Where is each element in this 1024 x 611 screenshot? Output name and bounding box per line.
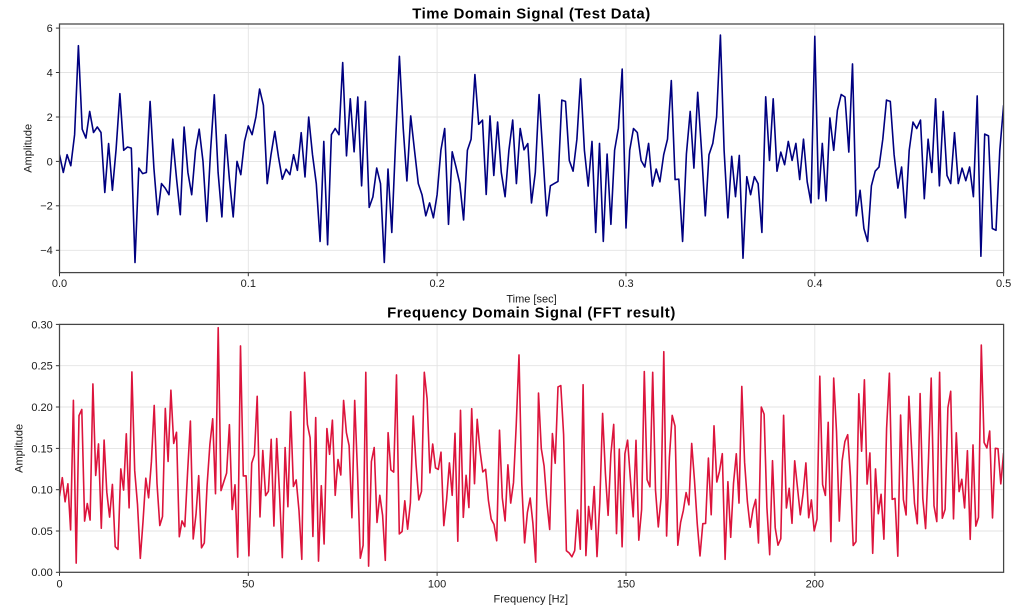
svg-text:0: 0 [56, 578, 62, 590]
svg-text:0.3: 0.3 [618, 278, 633, 290]
svg-text:Frequency Domain Signal (FFT r: Frequency Domain Signal (FFT result) [387, 306, 676, 322]
svg-text:0.20: 0.20 [31, 402, 52, 414]
svg-text:0.4: 0.4 [807, 278, 822, 290]
svg-text:Time [sec]: Time [sec] [506, 293, 556, 305]
svg-text:0.2: 0.2 [429, 278, 444, 290]
svg-text:50: 50 [242, 578, 254, 590]
svg-text:0.25: 0.25 [31, 361, 52, 373]
svg-text:−4: −4 [40, 245, 53, 257]
svg-text:0.00: 0.00 [31, 567, 52, 579]
svg-text:−2: −2 [40, 201, 53, 213]
svg-text:0.5: 0.5 [996, 278, 1011, 290]
svg-text:0.10: 0.10 [31, 485, 52, 497]
svg-text:6: 6 [47, 23, 53, 35]
svg-text:Amplitude: Amplitude [14, 424, 26, 473]
svg-text:Amplitude: Amplitude [23, 124, 35, 173]
svg-text:0.0: 0.0 [52, 278, 67, 290]
svg-text:Time Domain Signal (Test Data): Time Domain Signal (Test Data) [412, 6, 651, 22]
svg-text:0: 0 [47, 156, 53, 168]
svg-text:0.1: 0.1 [241, 278, 256, 290]
svg-text:0.05: 0.05 [31, 526, 52, 538]
svg-text:2: 2 [47, 112, 53, 124]
svg-text:0.15: 0.15 [31, 443, 52, 455]
svg-text:Frequency [Hz]: Frequency [Hz] [494, 593, 569, 605]
svg-text:200: 200 [806, 578, 824, 590]
svg-text:4: 4 [47, 67, 53, 79]
svg-text:150: 150 [617, 578, 635, 590]
svg-text:0.30: 0.30 [31, 319, 52, 331]
svg-text:100: 100 [428, 578, 446, 590]
